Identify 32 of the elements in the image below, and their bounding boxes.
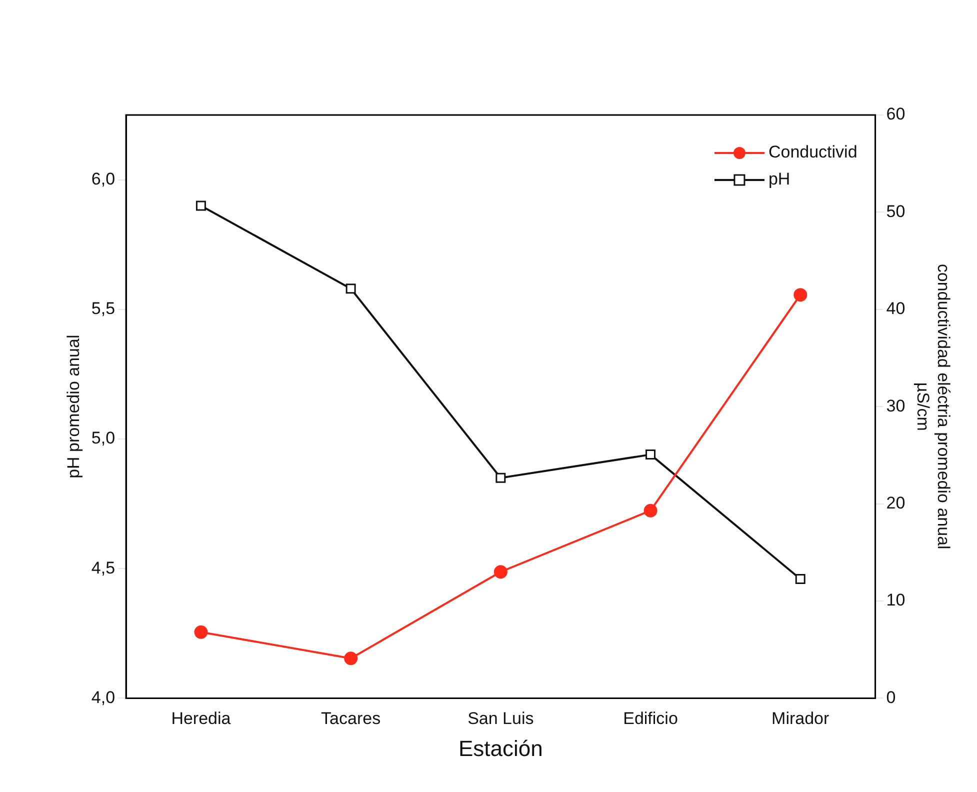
point bbox=[194, 625, 208, 639]
point bbox=[196, 200, 206, 211]
y2-tick-label: 40 bbox=[886, 299, 906, 318]
y2-tick-label: 50 bbox=[886, 202, 906, 221]
point bbox=[496, 472, 506, 483]
y-tick-label: 6,0 bbox=[91, 169, 116, 188]
point bbox=[644, 504, 658, 518]
y-tick-label: 4,5 bbox=[91, 558, 116, 578]
y-tick-label: 5,0 bbox=[91, 428, 116, 448]
point bbox=[346, 284, 356, 294]
x-tick-label: Mirador bbox=[772, 709, 830, 728]
y2-tick-label: 20 bbox=[886, 493, 906, 512]
y-axis-title: pH promedio anual bbox=[64, 334, 83, 478]
x-tick-label: Heredia bbox=[171, 709, 232, 728]
point bbox=[794, 288, 808, 302]
x-axis-title: Estación bbox=[458, 736, 543, 761]
legend-label: pH bbox=[768, 170, 790, 189]
y2-tick-label: 30 bbox=[886, 396, 906, 416]
y2-tick-label: 0 bbox=[886, 688, 896, 707]
y-tick-label: 4,0 bbox=[91, 688, 116, 707]
y2-tick-label: 60 bbox=[886, 104, 906, 124]
y2-tick-label: 10 bbox=[886, 590, 906, 610]
x-tick-label: Edificio bbox=[623, 709, 678, 728]
x-tick-label: San Luis bbox=[468, 709, 534, 728]
point bbox=[494, 565, 508, 579]
legend-label: Conductivid bbox=[768, 142, 858, 162]
point bbox=[646, 450, 656, 460]
y2-axis-title: conductividad eléctria promedio anual µS/cm bbox=[914, 264, 954, 550]
point bbox=[344, 652, 358, 666]
y-tick-label: 5,5 bbox=[91, 299, 116, 318]
x-tick-label: Tacares bbox=[321, 709, 381, 728]
point bbox=[795, 574, 806, 584]
